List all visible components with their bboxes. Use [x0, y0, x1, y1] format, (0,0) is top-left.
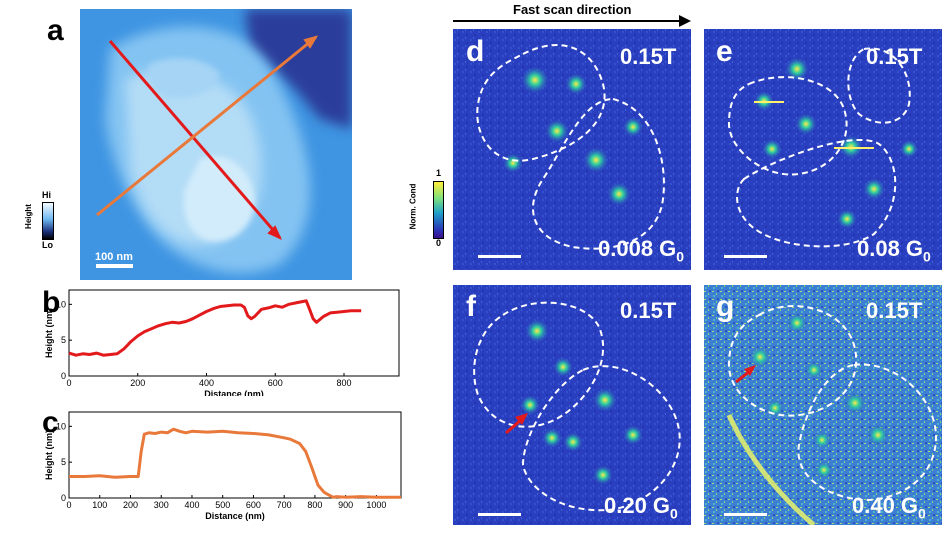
- y-tick-label: 5: [61, 335, 66, 345]
- y-axis-label: Height (nm): [44, 308, 54, 358]
- panel-label-f: f: [466, 290, 476, 323]
- y-tick-label: 0: [61, 493, 66, 503]
- cond-d: 0.008 G0: [598, 236, 685, 265]
- x-axis-label: Distance (nm): [204, 389, 264, 396]
- afm-height-image: 100 nm: [80, 9, 352, 280]
- cond-colorbar: 1 0 Norm. Cond: [400, 168, 450, 250]
- x-tick-label: 200: [130, 378, 145, 388]
- x-tick-label: 300: [154, 500, 169, 510]
- panel-label-d: d: [466, 35, 485, 68]
- cond-f: 0.20 G0: [604, 493, 678, 522]
- cond-e: 0.08 G0: [857, 236, 931, 265]
- field-d: 0.15T: [620, 44, 677, 69]
- height-colorbar-gradient: [42, 202, 54, 240]
- cond-map-g: [704, 285, 942, 525]
- x-tick-label: 400: [199, 378, 214, 388]
- cond-colorbar-gradient: [433, 181, 444, 239]
- panel-label-c: c: [42, 406, 59, 439]
- x-tick-label: 400: [184, 500, 199, 510]
- field-g: 0.15T: [866, 298, 923, 323]
- colorbar-title: Height: [23, 204, 33, 229]
- field-f: 0.15T: [620, 298, 677, 323]
- x-axis-label: Distance (nm): [205, 511, 265, 521]
- colorbar-lo: Lo: [42, 240, 53, 250]
- x-tick-label: 600: [246, 500, 261, 510]
- series-line: [68, 299, 362, 357]
- y-tick-label: 10: [56, 299, 66, 309]
- field-e: 0.15T: [866, 44, 923, 69]
- x-tick-label: 0: [66, 500, 71, 510]
- panel-label-a: a: [47, 14, 64, 47]
- height-colorbar: Hi Lo Height: [24, 190, 56, 250]
- panel-label-g: g: [716, 290, 735, 323]
- colorbar-hi: Hi: [42, 190, 51, 200]
- series-line: [69, 427, 401, 499]
- scan-direction-arrow: [453, 15, 691, 27]
- x-tick-label: 700: [277, 500, 292, 510]
- cond-map-f: [453, 285, 691, 525]
- panel-label-b: b: [42, 286, 61, 319]
- cond-map-e: [704, 29, 942, 270]
- plot-frame: [68, 411, 402, 499]
- panel-label-e: e: [716, 35, 733, 68]
- x-tick-label: 0: [66, 378, 71, 388]
- x-tick-label: 500: [215, 500, 230, 510]
- y-tick-label: 10: [56, 421, 66, 431]
- x-tick-label: 200: [123, 500, 138, 510]
- x-tick-label: 600: [268, 378, 283, 388]
- red-profile-line: [108, 40, 282, 239]
- height-profile-c: 0 100 200 300 400 500 600 700 800 900 1000 0 5 10 Dist…: [44, 411, 402, 521]
- y-axis-label: Height (nm): [44, 430, 54, 480]
- scan-direction-label: Fast scan direction: [513, 2, 632, 17]
- scale-bar-label: 100 nm: [95, 251, 133, 263]
- x-tick-label: 900: [338, 500, 353, 510]
- cond-colorbar-max: 1: [436, 168, 442, 178]
- y-tick-label: 0: [61, 371, 66, 381]
- x-tick-label: 1000: [366, 500, 386, 510]
- x-tick-label: 800: [336, 378, 351, 388]
- cond-g: 0.40 G0: [852, 493, 926, 522]
- scale-bar: [96, 264, 133, 268]
- cond-colorbar-min: 0: [436, 238, 442, 248]
- height-profile-b: 0 200 400 600 800 0 5 10 Distance (nm) Height (nm…: [44, 289, 400, 396]
- cond-colorbar-title: Norm. Cond: [408, 183, 418, 230]
- plot-frame: [68, 289, 400, 377]
- orange-profile-line: [96, 35, 317, 217]
- cond-map-d: [453, 29, 691, 270]
- x-tick-label: 100: [92, 500, 107, 510]
- x-tick-label: 800: [307, 500, 322, 510]
- y-tick-label: 5: [61, 457, 66, 467]
